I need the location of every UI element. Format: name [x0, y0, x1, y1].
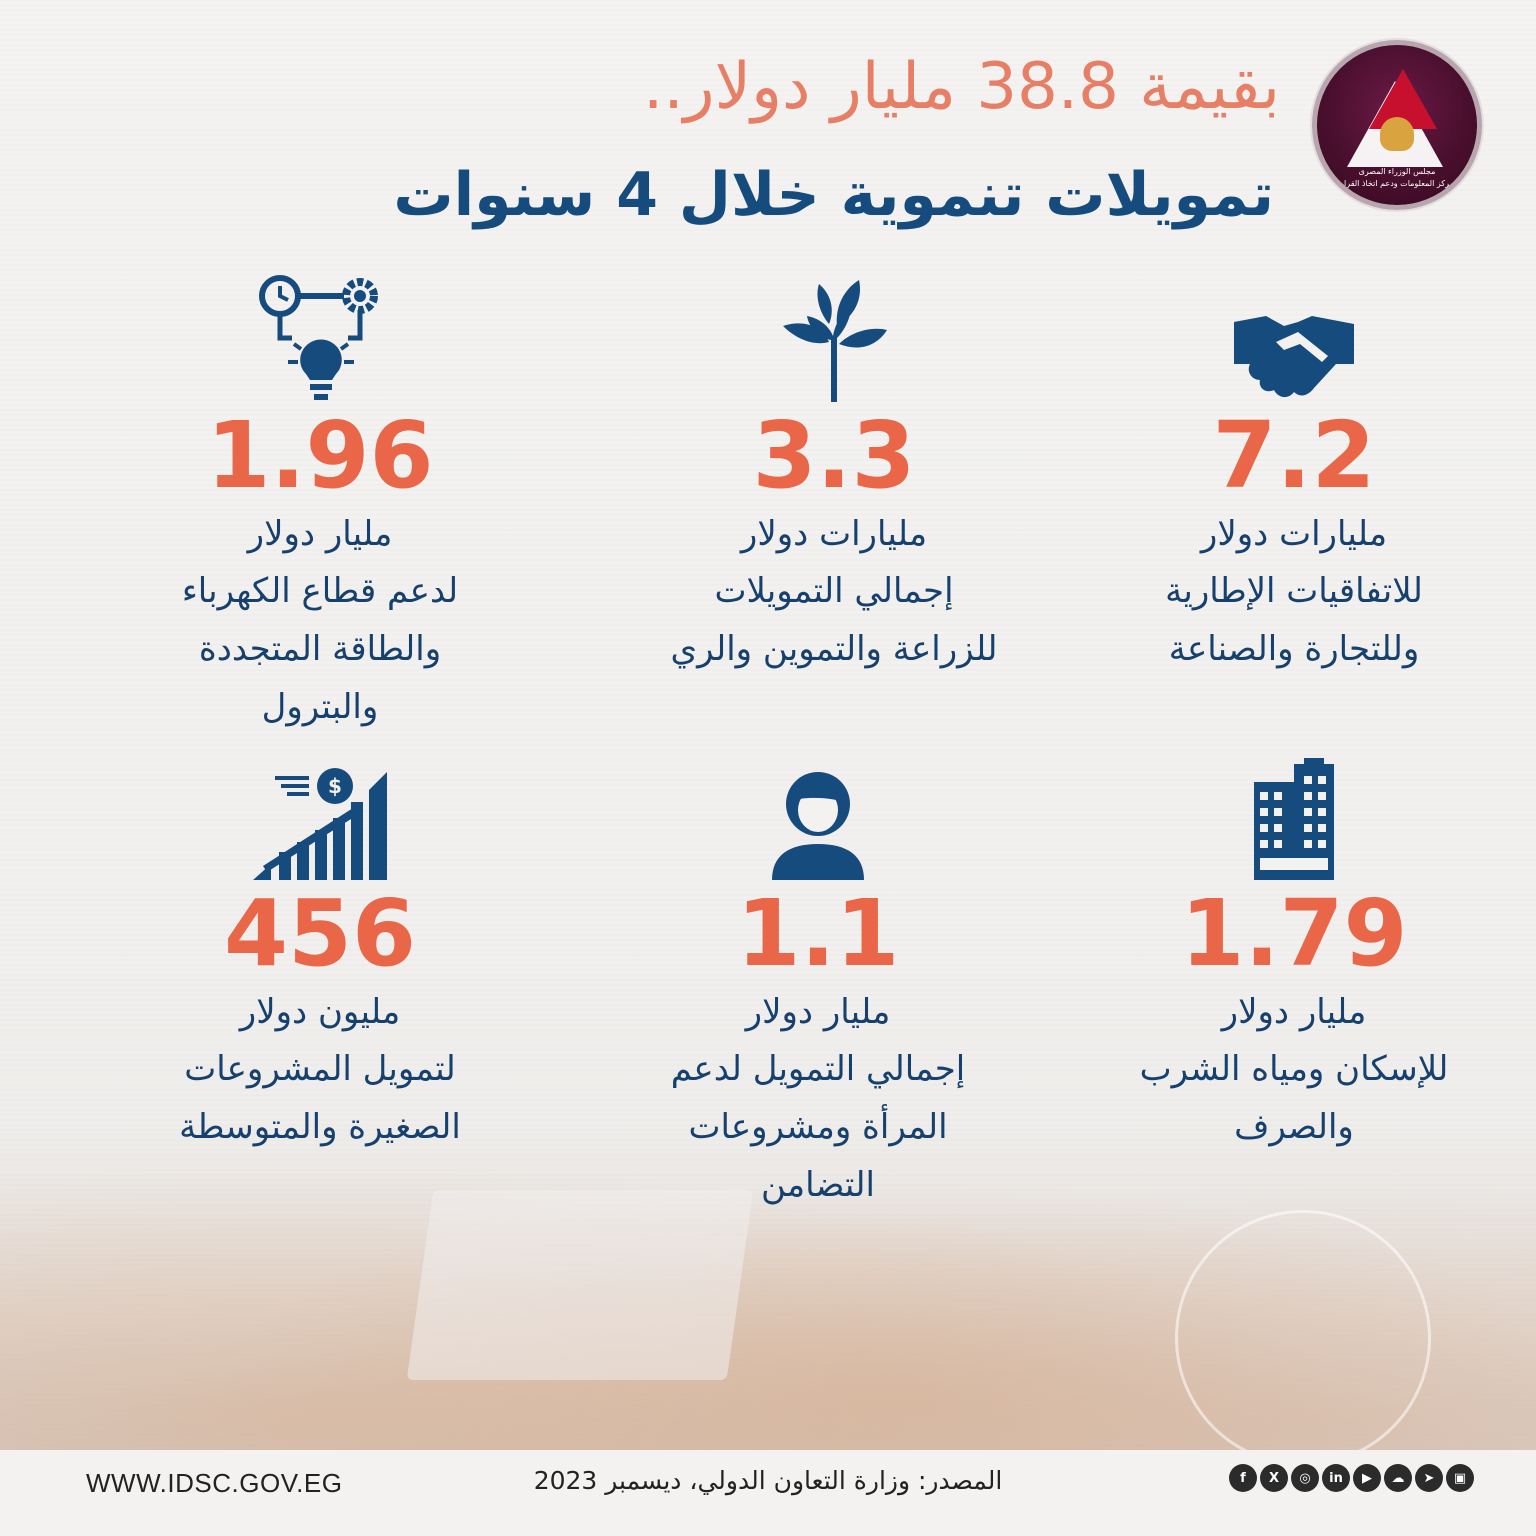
- youtube-icon[interactable]: ▶: [1353, 1464, 1381, 1492]
- social-icons: f X ◎ in ▶ ☁ ➤ ▣: [1229, 1464, 1474, 1492]
- stat-desc-line: إجمالي التمويل لدعم: [670, 1049, 966, 1089]
- stat-value: 1.96: [206, 402, 434, 509]
- stat-value: 1.79: [1180, 880, 1408, 987]
- stat-desc-line: وللتجارة والصناعة: [1168, 629, 1420, 669]
- stat-desc-line: للاتفاقيات الإطارية: [1165, 571, 1423, 611]
- stat-agriculture: 3.3 مليارات دولار إجمالي التمويلات للزرا…: [594, 272, 1074, 678]
- idsc-logo: مجلس الوزراء المصرى مركز المعلومات ودعم …: [1312, 40, 1482, 210]
- stat-unit: مليارات دولار: [740, 514, 928, 554]
- logo-text-line2: مركز المعلومات ودعم اتخاذ القرار: [1340, 179, 1454, 188]
- facebook-icon[interactable]: f: [1229, 1464, 1257, 1492]
- handshake-icon: [1054, 272, 1534, 402]
- stat-desc-line: للزراعة والتموين والري: [670, 629, 998, 669]
- stat-sme: $ 456 مليون دولار لتمويل المشروعات الصغي…: [80, 750, 560, 1156]
- stat-desc-line: الصغيرة والمتوسطة: [179, 1107, 461, 1147]
- stat-value: 3.3: [752, 402, 916, 509]
- energy-gears-bulb-icon: [80, 272, 560, 402]
- stat-desc-line: لتمويل المشروعات: [184, 1049, 456, 1089]
- stat-desc-line: لدعم قطاع الكهرباء: [181, 571, 459, 611]
- app-icon[interactable]: ▣: [1446, 1464, 1474, 1492]
- title-line2: تمويلات تنموية خلال 4 سنوات: [393, 160, 1274, 230]
- logo-text-line1: مجلس الوزراء المصرى: [1358, 167, 1436, 176]
- soundcloud-icon[interactable]: ☁: [1384, 1464, 1412, 1492]
- stat-desc-line: للإسكان ومياه الشرب: [1139, 1049, 1449, 1089]
- stat-unit: مليارات دولار: [1200, 514, 1388, 554]
- stat-desc-line: والبترول: [261, 687, 379, 727]
- stat-trade-industry: 7.2 مليارات دولار للاتفاقيات الإطارية ول…: [1054, 272, 1534, 678]
- buildings-icon: [1054, 750, 1534, 880]
- plant-icon: [594, 272, 1074, 402]
- stat-women-solidarity: 1.1 مليار دولار إجمالي التمويل لدعم المر…: [578, 750, 1058, 1214]
- ring-shape: [1175, 1210, 1431, 1466]
- laptop-shape: [406, 1190, 754, 1380]
- woman-icon: [578, 750, 1058, 880]
- stat-unit: مليار دولار: [745, 992, 891, 1032]
- linkedin-icon[interactable]: in: [1322, 1464, 1350, 1492]
- stat-desc-line: والصرف: [1234, 1107, 1354, 1147]
- x-icon[interactable]: X: [1260, 1464, 1288, 1492]
- stat-desc-line: التضامن: [760, 1165, 875, 1205]
- stat-unit: مليار دولار: [247, 514, 393, 554]
- stat-value: 456: [223, 880, 417, 987]
- website-link[interactable]: WWW.IDSC.GOV.EG: [86, 1468, 343, 1498]
- eagle-icon: [1380, 117, 1414, 151]
- instagram-icon[interactable]: ◎: [1291, 1464, 1319, 1492]
- growth-chart-dollar-icon: $: [80, 750, 560, 880]
- title-line1: بقيمة 38.8 مليار دولار..: [642, 50, 1280, 124]
- telegram-icon[interactable]: ➤: [1415, 1464, 1443, 1492]
- stat-value: 7.2: [1212, 402, 1376, 509]
- stat-energy: 1.96 مليار دولار لدعم قطاع الكهرباء والط…: [80, 272, 560, 736]
- stat-housing: 1.79 مليار دولار للإسكان ومياه الشرب وال…: [1054, 750, 1534, 1156]
- source-text: المصدر: وزارة التعاون الدولي، ديسمبر 202…: [533, 1466, 1003, 1495]
- stat-desc-line: والطاقة المتجددة: [198, 629, 442, 669]
- stat-value: 1.1: [736, 880, 900, 987]
- background-photo: [0, 1120, 1536, 1466]
- footer-bar: [0, 1450, 1536, 1536]
- stat-desc-line: إجمالي التمويلات: [714, 571, 954, 611]
- svg-text:$: $: [328, 774, 342, 798]
- stat-unit: مليار دولار: [1221, 992, 1367, 1032]
- stat-desc-line: المرأة ومشروعات: [688, 1107, 948, 1147]
- stat-unit: مليون دولار: [239, 992, 401, 1032]
